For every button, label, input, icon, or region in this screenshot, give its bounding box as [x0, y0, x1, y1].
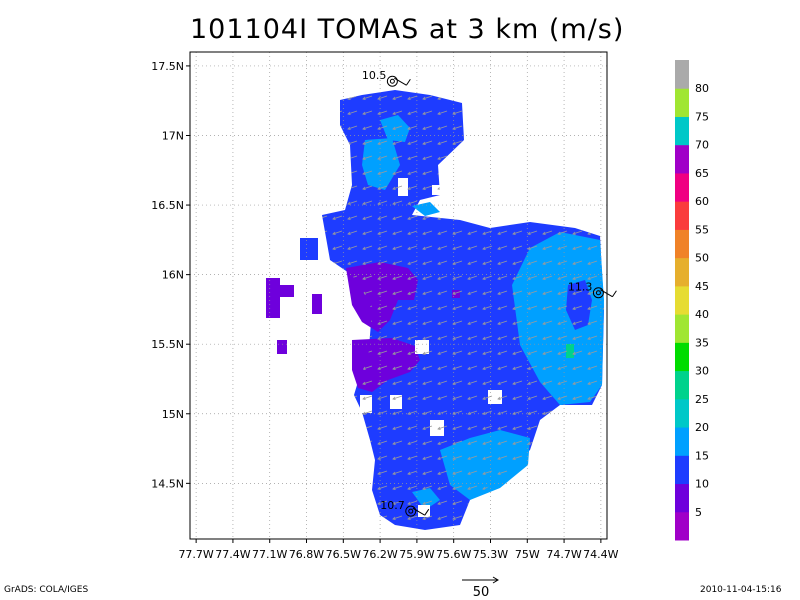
lon-tick-label: 77.1W — [252, 548, 287, 561]
software-credit: GrADS: COLA/IGES — [4, 585, 89, 595]
lat-tick-label: 17.5N — [151, 60, 184, 73]
colorbar-swatch — [675, 201, 689, 230]
lat-lon-grid — [186, 52, 607, 543]
reference-vector — [462, 576, 499, 584]
lon-tick-label: 74.4W — [583, 548, 618, 561]
lon-tick-label: 76.8W — [289, 548, 324, 561]
colorbar-label: 65 — [695, 167, 709, 180]
storm-center-marker: 10.5 — [362, 69, 411, 87]
colorbar-swatch — [675, 370, 689, 400]
colorbar-label: 30 — [695, 365, 709, 378]
lat-tick-label: 16.5N — [151, 199, 184, 212]
lon-tick-label: 75.9W — [399, 548, 434, 561]
longitude-labels: 77.7W 77.4W 77.1W 76.8W 76.5W 76.2W 75.9W 75.6W… — [178, 548, 618, 561]
colorbar: 5 10 15 20 25 30 35 40 45 50 55 60 65 70 75 80 — [675, 60, 709, 541]
colorbar-label: 5 — [695, 506, 702, 519]
colorbar-swatch — [675, 88, 689, 117]
lon-tick-label: 75.6W — [436, 548, 471, 561]
colorbar-label: 70 — [695, 139, 709, 152]
colorbar-label: 10 — [695, 478, 709, 491]
storm-center-label: 11.3 — [568, 281, 593, 294]
map-title: 101104I TOMAS at 3 km (m/s) — [190, 14, 625, 45]
lat-tick-label: 16N — [162, 269, 184, 282]
colorbar-label: 50 — [695, 252, 709, 265]
colorbar-swatch — [675, 285, 689, 315]
colorbar-swatch — [675, 116, 689, 146]
lon-tick-label: 75.3W — [473, 548, 508, 561]
colorbar-swatch — [675, 342, 689, 372]
storm-center-marker: 10.7 — [380, 499, 430, 517]
colorbar-swatch — [675, 314, 689, 343]
colorbar-label: 40 — [695, 308, 709, 321]
map-frame — [189, 51, 608, 540]
colorbar-swatch — [675, 455, 689, 485]
colorbar-label: 35 — [695, 336, 709, 349]
colorbar-swatch — [675, 144, 689, 174]
colorbar-label: 25 — [695, 393, 709, 406]
colorbar-label: 60 — [695, 195, 709, 208]
lon-tick-label: 74.7W — [546, 548, 581, 561]
lon-tick-label: 76.2W — [362, 548, 397, 561]
colorbar-label: 20 — [695, 421, 709, 434]
lat-tick-label: 14.5N — [151, 477, 184, 490]
lon-tick-label: 77.7W — [178, 548, 213, 561]
lat-tick-label: 15N — [162, 408, 184, 421]
storm-center-marker: 11.3 — [568, 281, 617, 299]
colorbar-swatch — [675, 511, 689, 541]
lon-tick-label: 75W — [515, 548, 540, 561]
colorbar-swatch — [675, 60, 689, 89]
storm-center-markers: 10.5 11.3 10.7 — [362, 69, 617, 517]
colorbar-swatch — [675, 229, 689, 259]
storm-center-label: 10.7 — [380, 499, 405, 512]
colorbar-label: 55 — [695, 223, 709, 236]
lat-tick-label: 17N — [162, 129, 184, 142]
lon-tick-label: 76.5W — [326, 548, 361, 561]
colorbar-label: 15 — [695, 449, 709, 462]
colorbar-label: 75 — [695, 110, 709, 123]
colorbar-swatch — [675, 172, 689, 202]
colorbar-swatch — [675, 483, 689, 513]
timestamp: 2010-11-04-15:16 — [700, 585, 782, 595]
lat-tick-label: 15.5N — [151, 338, 184, 351]
colorbar-swatch — [675, 257, 689, 287]
lon-tick-label: 77.4W — [215, 548, 250, 561]
reference-vector-label: 50 — [472, 585, 490, 600]
wind-speed-shading — [266, 90, 604, 530]
colorbar-label: 80 — [695, 82, 709, 95]
storm-center-label: 10.5 — [362, 69, 387, 82]
colorbar-swatch — [675, 427, 689, 456]
colorbar-label: 45 — [695, 280, 709, 293]
latitude-labels: 17.5N 17N 16.5N 16N 15.5N 15N 14.5N — [151, 60, 184, 490]
colorbar-swatch — [675, 398, 689, 428]
